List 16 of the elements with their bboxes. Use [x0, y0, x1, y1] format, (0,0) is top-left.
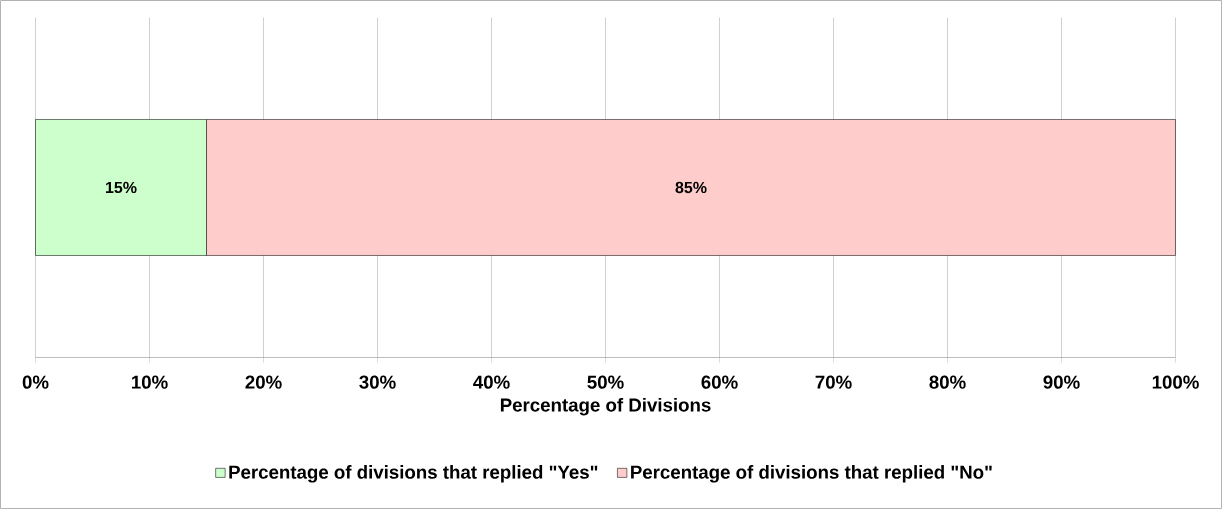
- x-tick-label: 90%: [1043, 375, 1080, 389]
- x-tick-label: 30%: [359, 375, 396, 389]
- x-tick-label: 10%: [132, 375, 168, 389]
- legend-label: Percentage of divisions that replied "Yes": [229, 465, 598, 483]
- x-axis-title: Percentage of Divisions: [500, 397, 711, 416]
- x-tick-label: 40%: [473, 375, 510, 389]
- x-tick-label: 80%: [929, 375, 966, 389]
- x-tick-label: 60%: [701, 375, 738, 389]
- x-tick-label: 20%: [245, 375, 282, 389]
- legend-label: Percentage of divisions that replied "No": [631, 465, 992, 483]
- x-tick-label: 50%: [587, 375, 624, 389]
- data-label: 85%: [675, 181, 707, 194]
- x-tick-label: 100%: [1152, 375, 1199, 389]
- x-tick-label: 70%: [815, 375, 852, 389]
- data-label: 15%: [106, 181, 137, 194]
- x-tick-label: 0%: [22, 375, 49, 389]
